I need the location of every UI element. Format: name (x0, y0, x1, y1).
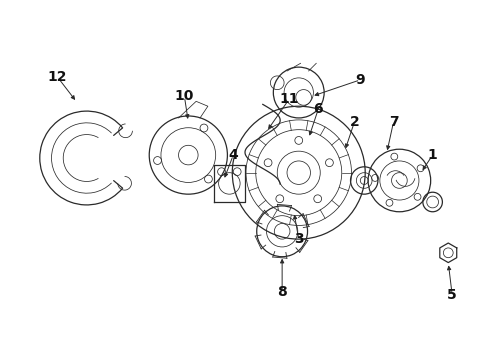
Text: 9: 9 (356, 73, 365, 87)
Text: 3: 3 (294, 232, 304, 246)
Text: 1: 1 (428, 148, 438, 162)
Text: 10: 10 (175, 89, 194, 103)
Text: 12: 12 (48, 70, 67, 84)
Text: 7: 7 (389, 115, 398, 129)
Text: 5: 5 (447, 288, 457, 302)
Text: 2: 2 (349, 115, 359, 129)
Text: 11: 11 (279, 93, 299, 106)
Text: 4: 4 (228, 148, 238, 162)
Text: 8: 8 (277, 285, 287, 299)
Text: 6: 6 (314, 102, 323, 116)
